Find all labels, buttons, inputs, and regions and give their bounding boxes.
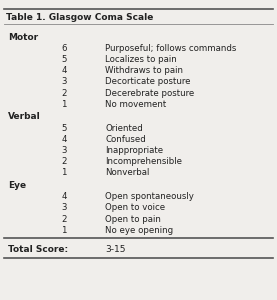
Text: 5: 5 [61, 124, 67, 133]
Text: Table 1. Glasgow Coma Scale: Table 1. Glasgow Coma Scale [6, 13, 153, 22]
Text: 2: 2 [61, 157, 67, 166]
Text: No eye opening: No eye opening [105, 226, 173, 235]
Text: Verbal: Verbal [8, 112, 41, 122]
Text: 3: 3 [61, 146, 67, 155]
Text: 4: 4 [61, 135, 67, 144]
Text: Localizes to pain: Localizes to pain [105, 55, 177, 64]
Text: Decorticate posture: Decorticate posture [105, 77, 191, 86]
Text: Total Score:: Total Score: [8, 245, 68, 254]
Text: 4: 4 [61, 66, 67, 75]
Text: 3: 3 [61, 203, 67, 212]
Text: 1: 1 [61, 226, 67, 235]
Text: 4: 4 [61, 192, 67, 201]
Text: Open to voice: Open to voice [105, 203, 165, 212]
Text: 2: 2 [61, 214, 67, 224]
Text: 1: 1 [61, 168, 67, 177]
Text: 3: 3 [61, 77, 67, 86]
Text: Eye: Eye [8, 181, 26, 190]
Text: Decerebrate posture: Decerebrate posture [105, 88, 194, 98]
Text: Withdraws to pain: Withdraws to pain [105, 66, 183, 75]
Text: No movement: No movement [105, 100, 166, 109]
Text: Oriented: Oriented [105, 124, 143, 133]
Text: Motor: Motor [8, 33, 38, 42]
Text: Incomprehensible: Incomprehensible [105, 157, 182, 166]
Text: Confused: Confused [105, 135, 146, 144]
Text: Nonverbal: Nonverbal [105, 168, 149, 177]
Text: Open spontaneously: Open spontaneously [105, 192, 194, 201]
Text: 3-15: 3-15 [105, 245, 125, 254]
Text: 1: 1 [61, 100, 67, 109]
Text: 5: 5 [61, 55, 67, 64]
Text: Inappropriate: Inappropriate [105, 146, 163, 155]
Text: 6: 6 [61, 44, 67, 53]
Text: Open to pain: Open to pain [105, 214, 161, 224]
Text: Purposeful; follows commands: Purposeful; follows commands [105, 44, 236, 53]
Text: 2: 2 [61, 88, 67, 98]
